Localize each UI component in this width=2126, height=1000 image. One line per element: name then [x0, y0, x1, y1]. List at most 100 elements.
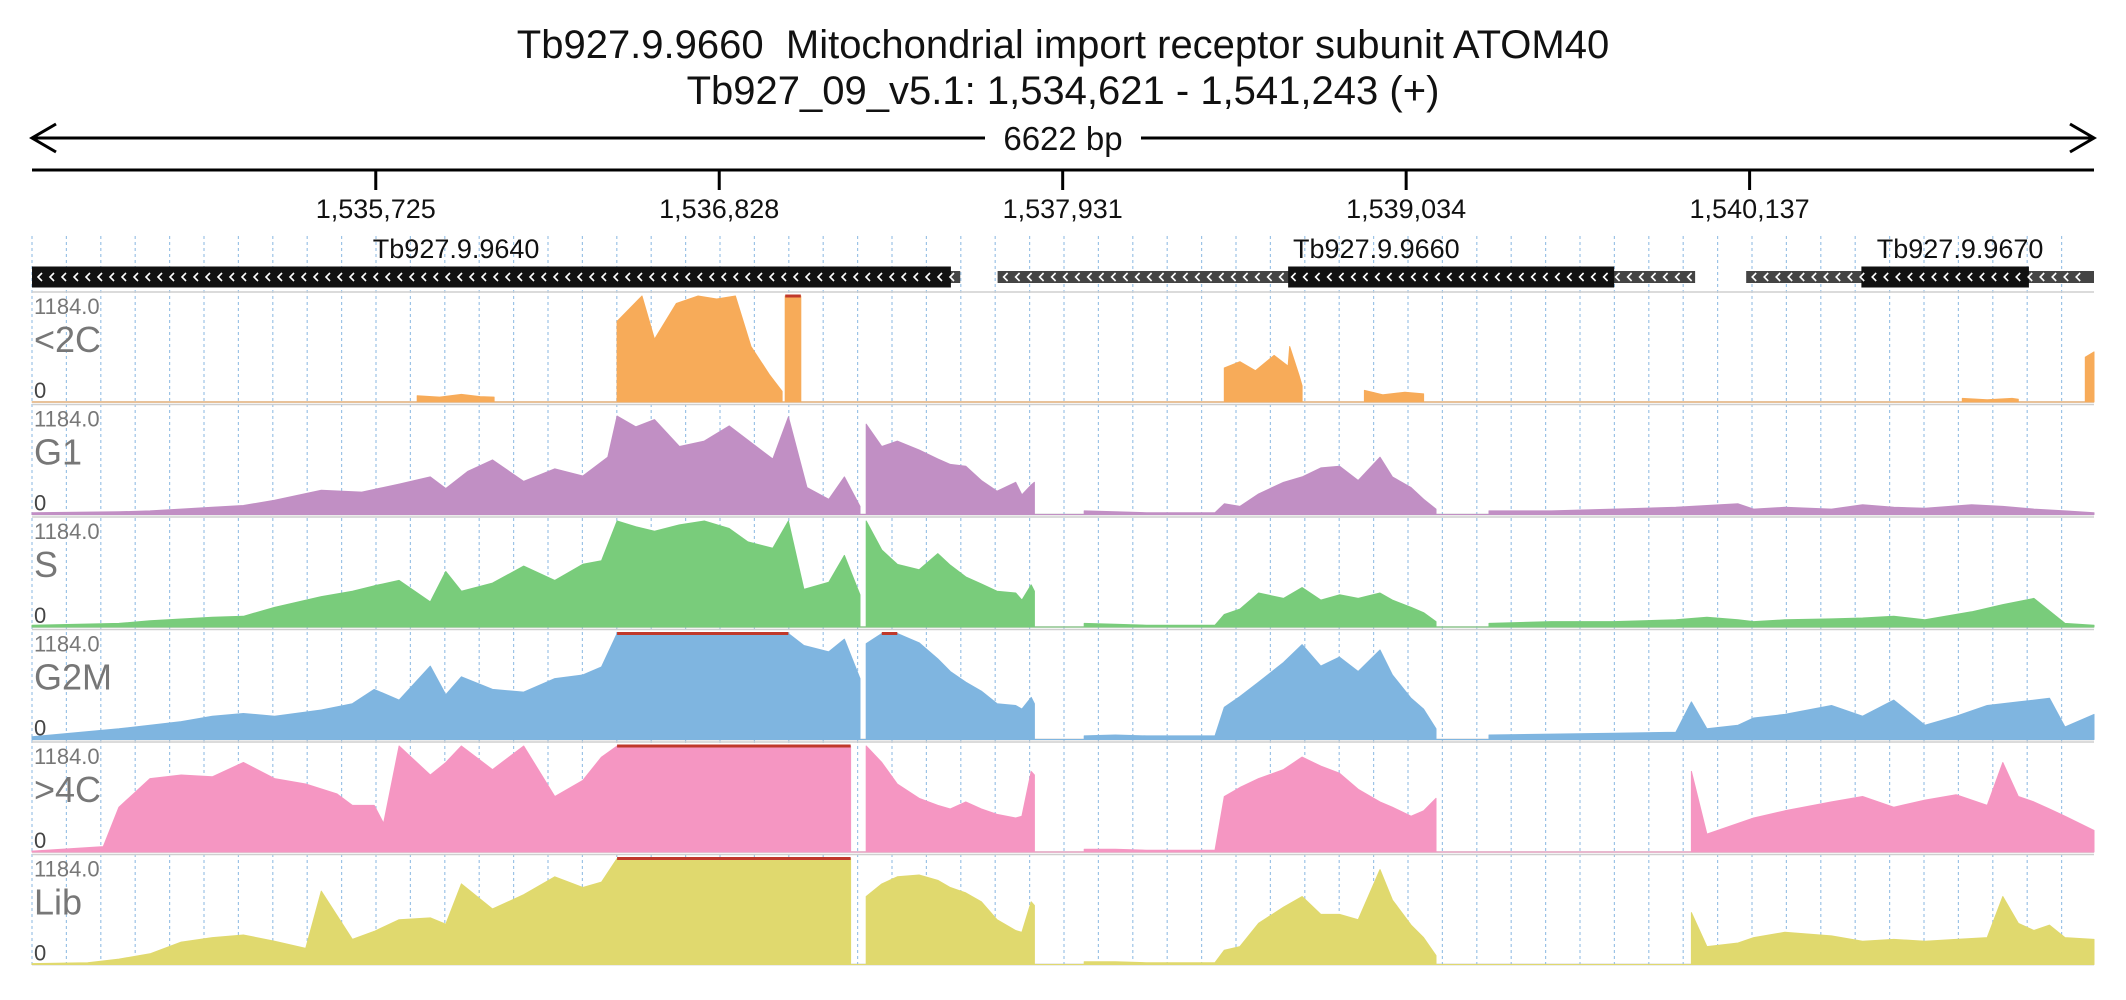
- strand-arrow: [300, 272, 307, 282]
- y-min-label: 0: [34, 491, 46, 516]
- strand-arrow: [180, 272, 187, 282]
- strand-arrow: [144, 272, 151, 282]
- strand-arrow: [900, 272, 907, 282]
- track-name: <2C: [34, 319, 101, 360]
- tick-label: 1,535,725: [316, 194, 436, 224]
- strand-arrow: [1823, 272, 1829, 282]
- strand-arrow: [876, 272, 883, 282]
- strand-arrow: [1566, 272, 1573, 282]
- strand-arrow: [1931, 272, 1937, 282]
- y-max-label: 1184.0: [34, 519, 100, 544]
- span-arrow: 6622 bp: [29, 120, 2097, 157]
- strand-arrow: [360, 272, 367, 282]
- strand-arrow: [1799, 272, 1805, 282]
- tick-label: 1,537,931: [1003, 194, 1123, 224]
- strand-arrow: [1002, 272, 1009, 282]
- track-4c: 1184.0>4C 0: [31, 741, 2095, 853]
- strand-arrow: [1626, 272, 1633, 282]
- y-max-label: 1184.0: [34, 744, 100, 769]
- strand-arrow: [1194, 272, 1201, 282]
- strand-arrow: [1086, 272, 1093, 282]
- track-name: >4C: [34, 769, 101, 810]
- strand-arrow: [1554, 272, 1561, 282]
- y-min-label: 0: [34, 941, 46, 966]
- coverage-area: [31, 633, 2095, 740]
- strand-arrow: [828, 272, 835, 282]
- strand-arrow: [252, 272, 259, 282]
- strand-arrow: [384, 272, 391, 282]
- strand-arrow: [84, 272, 91, 282]
- strand-arrow: [1602, 272, 1609, 282]
- strand-arrow: [60, 272, 67, 282]
- strand-arrow: [624, 272, 631, 282]
- strand-arrow: [1751, 272, 1757, 282]
- tick-label: 1,540,137: [1690, 194, 1810, 224]
- strand-arrow: [228, 272, 235, 282]
- strand-arrow: [1506, 272, 1513, 282]
- strand-arrow: [516, 272, 523, 282]
- chart-subtitle: Tb927_09_v5.1: 1,534,621 - 1,541,243 (+): [686, 69, 1440, 113]
- strand-arrow: [1686, 272, 1693, 282]
- strand-arrow: [612, 272, 619, 282]
- strand-arrow: [1146, 272, 1153, 282]
- strand-arrow: [264, 272, 271, 282]
- strand-arrow: [468, 272, 475, 282]
- y-min-label: 0: [34, 828, 46, 853]
- strand-arrow: [1254, 272, 1261, 282]
- strand-arrow: [1074, 272, 1081, 282]
- strand-arrow: [1871, 272, 1877, 282]
- strand-arrow: [312, 272, 319, 282]
- strand-arrow: [348, 272, 355, 282]
- strand-arrow: [324, 272, 331, 282]
- strand-arrow: [948, 272, 955, 282]
- strand-arrow: [684, 272, 691, 282]
- strand-arrow: [2051, 272, 2057, 282]
- strand-arrow: [756, 272, 763, 282]
- strand-arrow: [732, 272, 739, 282]
- coverage-area: [31, 295, 2095, 403]
- strand-arrow: [1374, 272, 1381, 282]
- strand-arrow: [1398, 272, 1405, 282]
- strand-arrow: [1787, 272, 1793, 282]
- strand-arrow: [1650, 272, 1657, 282]
- coverage-area: [31, 858, 2095, 965]
- strand-arrow: [48, 272, 55, 282]
- gene-cds: [32, 266, 951, 288]
- strand-arrow: [708, 272, 715, 282]
- strand-arrow: [1434, 272, 1441, 282]
- strand-arrow: [1895, 272, 1901, 282]
- strand-arrow: [600, 272, 607, 282]
- strand-arrow: [660, 272, 667, 282]
- strand-arrow: [1991, 272, 1997, 282]
- span-label: 6622 bp: [1003, 120, 1122, 157]
- strand-arrow: [432, 272, 439, 282]
- strand-arrow: [564, 272, 571, 282]
- strand-arrow: [288, 272, 295, 282]
- strand-arrow: [768, 272, 775, 282]
- strand-arrow: [36, 272, 43, 282]
- strand-arrow: [648, 272, 655, 282]
- strand-arrow: [1919, 272, 1925, 282]
- strand-arrow: [1446, 272, 1453, 282]
- strand-arrow: [1775, 272, 1781, 282]
- y-max-label: 1184.0: [34, 857, 100, 882]
- strand-arrow: [1206, 272, 1213, 282]
- strand-arrow: [1518, 272, 1525, 282]
- strand-arrow: [1122, 272, 1129, 282]
- strand-arrow: [1014, 272, 1021, 282]
- strand-arrow: [1614, 272, 1621, 282]
- strand-arrow: [1907, 272, 1913, 282]
- strand-arrow: [720, 272, 727, 282]
- strand-arrow: [1883, 272, 1889, 282]
- y-max-label: 1184.0: [34, 632, 100, 657]
- strand-arrow: [696, 272, 703, 282]
- strand-arrow: [1350, 272, 1357, 282]
- strand-arrow: [72, 272, 79, 282]
- strand-arrow: [864, 272, 871, 282]
- strand-arrow: [792, 272, 799, 282]
- coverage-tracks: 1184.0<2C01184.0G101184.0S01184.0G2M0118…: [31, 291, 2095, 966]
- strand-arrow: [636, 272, 643, 282]
